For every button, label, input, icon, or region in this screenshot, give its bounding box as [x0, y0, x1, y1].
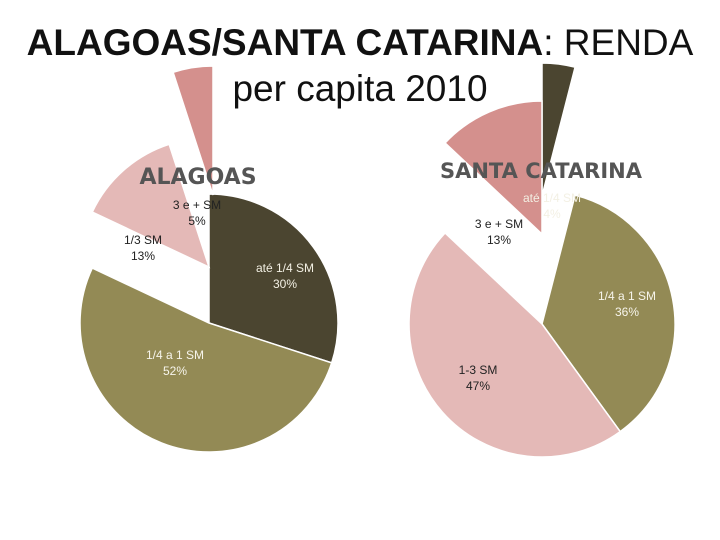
slice-percent-alagoas-third: 13% — [131, 249, 155, 263]
slice-percent-santa-catarina-third: 47% — [466, 379, 490, 393]
slide-title: ALAGOAS/SANTA CATARINA: RENDA per capita… — [0, 20, 720, 112]
slice-category-santa-catarina-three: 3 e + SM — [475, 217, 523, 231]
slice-category-santa-catarina-ate: até 1/4 SM — [523, 191, 581, 205]
slice-category-alagoas-three: 3 e + SM — [173, 198, 221, 212]
slice-label-alagoas-third: 1/3 SM 13% — [124, 233, 162, 263]
slide-title-bold: ALAGOAS/SANTA CATARINA — [26, 22, 544, 63]
slice-percent-santa-catarina-three: 13% — [487, 233, 511, 247]
slice-category-alagoas-third: 1/3 SM — [124, 233, 162, 247]
slide-title-line2: per capita 2010 — [232, 68, 488, 109]
pie-slice-santa-catarina-third — [408, 231, 622, 458]
chart-title-alagoas: ALAGOAS — [139, 165, 256, 190]
slide-title-line1: ALAGOAS/SANTA CATARINA: RENDA — [0, 20, 720, 66]
pie-slice-alagoas-quarter — [79, 267, 333, 453]
slice-percent-alagoas-ate: 30% — [273, 277, 297, 291]
slice-category-alagoas-quarter: 1/4 a 1 SM — [146, 348, 204, 362]
slice-label-santa-catarina-third: 1-3 SM 47% — [459, 363, 498, 393]
slice-label-santa-catarina-three: 3 e + SM 13% — [475, 217, 523, 247]
slice-label-alagoas-ate: até 1/4 SM 30% — [256, 261, 314, 291]
slide-title-rest: : RENDA — [543, 22, 694, 63]
pie-slice-santa-catarina-three — [443, 100, 543, 236]
pie-chart-alagoas: ALAGOAS até 1/4 SM 30% 1/4 a 1 SM 52% 1/3 SM… — [79, 65, 339, 453]
slice-label-santa-catarina-ate: até 1/4 SM 4% — [523, 191, 581, 221]
slice-label-alagoas-three: 3 e + SM 5% — [173, 198, 221, 228]
pie-slice-alagoas-three — [172, 65, 214, 196]
slice-percent-alagoas-quarter: 52% — [163, 364, 187, 378]
pie-slice-santa-catarina-quarter — [541, 194, 676, 433]
pie-slice-alagoas-ate — [208, 193, 339, 364]
chart-title-santa-catarina: SANTA CATARINA — [440, 159, 643, 183]
slice-percent-santa-catarina-ate: 4% — [543, 207, 561, 221]
slice-category-santa-catarina-quarter: 1/4 a 1 SM — [598, 289, 656, 303]
pie-slice-alagoas-third — [91, 143, 211, 269]
slice-category-santa-catarina-third: 1-3 SM — [459, 363, 498, 377]
slice-label-alagoas-quarter: 1/4 a 1 SM 52% — [146, 348, 204, 378]
slice-category-alagoas-ate: até 1/4 SM — [256, 261, 314, 275]
pie-chart-santa-catarina: SANTA CATARINA até 1/4 SM 4% 1/4 a 1 SM 36%… — [408, 62, 676, 458]
slice-percent-santa-catarina-quarter: 36% — [615, 305, 639, 319]
slice-percent-alagoas-three: 5% — [188, 214, 206, 228]
slice-label-santa-catarina-quarter: 1/4 a 1 SM 36% — [598, 289, 656, 319]
pie-slice-santa-catarina-ate — [541, 62, 576, 197]
